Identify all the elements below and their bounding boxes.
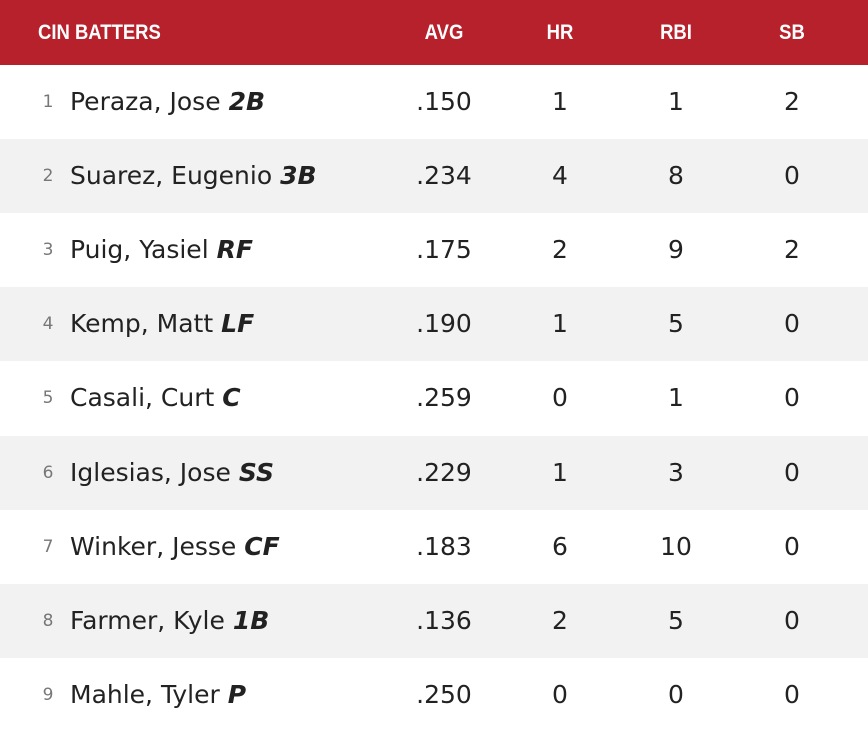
stat-cell: 0	[784, 605, 800, 635]
player-name: Kemp, Matt	[70, 309, 214, 339]
player-position: P	[227, 679, 247, 709]
stat-cell: 0	[784, 309, 800, 339]
player-cell: Suarez, Eugenio 3B	[70, 139, 317, 213]
stat-cell: 5	[668, 605, 684, 635]
batting-order: 5	[42, 388, 54, 409]
stat-cell: 0	[784, 531, 800, 561]
table-row: 6 Iglesias, Jose SS .229 1 3 0	[0, 435, 868, 510]
stat-cell: 0	[552, 679, 568, 709]
table-row: 3 Puig, Yasiel RF .175 2 9 2	[0, 213, 868, 287]
table-row: 2 Suarez, Eugenio 3B .234 4 8 0	[0, 139, 868, 214]
player-name: Peraza, Jose	[70, 87, 221, 116]
batting-order: 1	[42, 92, 54, 112]
stat-cell: 1	[552, 309, 568, 339]
player-position: LF	[221, 309, 255, 339]
stat-cell: 8	[668, 161, 684, 191]
stat-cell: 0	[552, 383, 568, 413]
stat-cell: 5	[668, 309, 684, 339]
stat-cell: 10	[660, 531, 692, 561]
table-row: 7 Winker, Jesse CF .183 6 10 0	[0, 510, 868, 584]
stat-cell: .234	[416, 161, 472, 191]
player-position: C	[222, 383, 241, 413]
batting-order: 2	[42, 166, 54, 187]
player-name: Casali, Curt	[70, 383, 215, 413]
stat-cell: 2	[784, 87, 800, 116]
player-position: CF	[244, 531, 280, 561]
player-cell: Peraza, Jose 2B	[70, 65, 265, 139]
player-name: Puig, Yasiel	[70, 235, 209, 265]
table-row: 1 Peraza, Jose 2B .150 1 1 2	[0, 65, 868, 139]
player-cell: Puig, Yasiel RF	[70, 213, 253, 287]
stat-cell: .229	[416, 457, 472, 487]
player-position: 3B	[280, 161, 317, 191]
header-cell: SB	[779, 21, 805, 44]
player-position: 1B	[232, 605, 270, 635]
header-cell: AVG	[424, 21, 464, 44]
stat-cell: .250	[416, 679, 472, 709]
player-name: Farmer, Kyle	[70, 605, 225, 635]
header-cell: HR	[546, 21, 574, 44]
batting-order: 6	[42, 462, 54, 483]
stat-cell: 0	[784, 457, 800, 487]
batting-order: 8	[42, 610, 54, 631]
table-header: CIN BATTERS AVG HR RBI SB	[0, 0, 868, 65]
stat-cell: .136	[416, 605, 472, 635]
player-position: SS	[238, 457, 274, 487]
table-row: 9 Mahle, Tyler P .250 0 0 0	[0, 658, 868, 732]
stat-cell: 0	[784, 383, 800, 413]
player-cell: Casali, Curt C	[70, 361, 241, 435]
header-cell: RBI	[660, 21, 692, 44]
table-row: 5 Casali, Curt C .259 0 1 0	[0, 361, 868, 435]
stat-cell: 4	[552, 161, 568, 191]
stat-cell: .190	[416, 309, 472, 339]
player-name: Winker, Jesse	[70, 531, 237, 561]
stat-cell: 1	[668, 383, 684, 413]
player-cell: Farmer, Kyle 1B	[70, 584, 269, 658]
player-cell: Winker, Jesse CF	[70, 510, 280, 584]
batting-order: 3	[42, 240, 54, 261]
stat-cell: 2	[552, 235, 568, 265]
stat-cell: 6	[552, 531, 568, 561]
stat-cell: 1	[668, 87, 684, 116]
batting-order: 4	[42, 314, 54, 335]
stat-cell: .183	[416, 531, 472, 561]
stat-cell: 2	[552, 605, 568, 635]
player-cell: Mahle, Tyler P	[70, 658, 246, 732]
stat-cell: 0	[784, 679, 800, 709]
stat-cell: 3	[668, 457, 684, 487]
player-position: 2B	[228, 87, 266, 116]
stat-cell: 0	[784, 161, 800, 191]
table-row: 8 Farmer, Kyle 1B .136 2 5 0	[0, 583, 868, 658]
player-name: Iglesias, Jose	[70, 457, 231, 487]
stat-cell: 1	[552, 87, 568, 116]
batting-order: 9	[42, 684, 54, 705]
header-cell: CIN BATTERS	[38, 21, 161, 44]
stat-cell: 0	[668, 679, 684, 709]
player-cell: Iglesias, Jose SS	[70, 436, 274, 510]
stat-cell: .150	[416, 87, 472, 116]
stat-cell: .175	[416, 235, 472, 265]
stat-cell: 1	[552, 457, 568, 487]
stat-cell: .259	[416, 383, 472, 413]
player-position: RF	[216, 235, 253, 265]
batting-order: 7	[42, 536, 54, 557]
stat-cell: 9	[668, 235, 684, 265]
player-name: Suarez, Eugenio	[70, 161, 273, 191]
stat-cell: 2	[784, 235, 800, 265]
player-cell: Kemp, Matt LF	[70, 287, 254, 361]
table-row: 4 Kemp, Matt LF .190 1 5 0	[0, 287, 868, 362]
player-name: Mahle, Tyler	[70, 679, 220, 709]
